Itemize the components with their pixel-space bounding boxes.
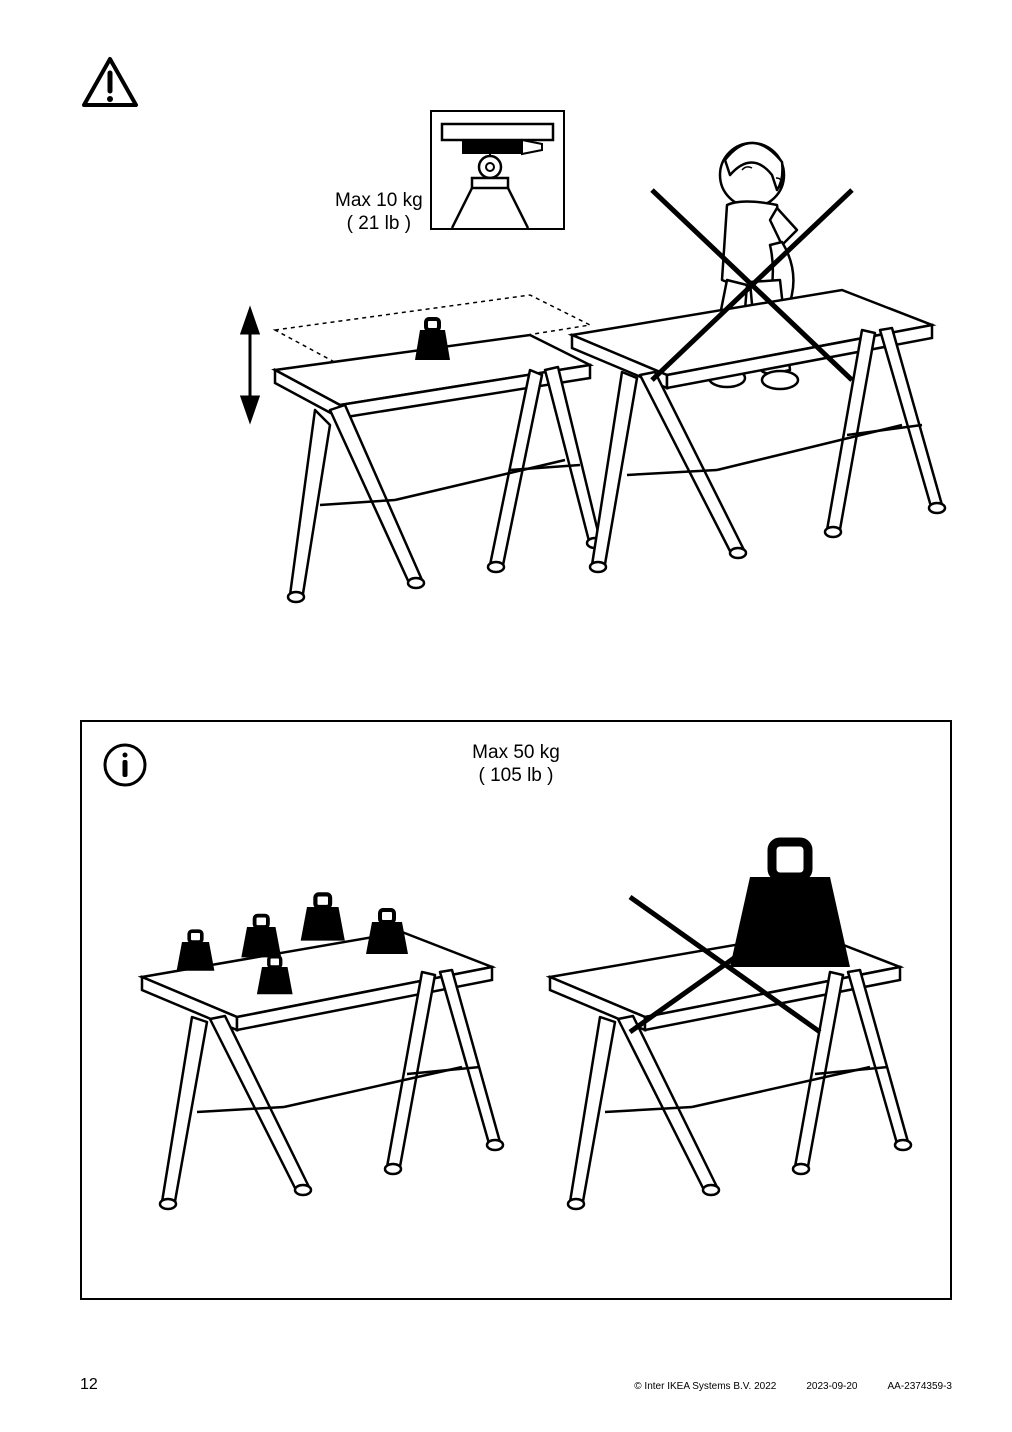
max-load-label: Max 50 kg ( 105 lb ) <box>82 742 950 788</box>
page-number: 12 <box>80 1376 98 1394</box>
max-load-lb: ( 105 lb ) <box>82 765 950 788</box>
page-footer: 12 © Inter IKEA Systems B.V. 2022 2023-0… <box>80 1376 952 1394</box>
max-tilt-weight-label: Max 10 kg ( 21 lb ) <box>335 190 423 236</box>
max-load-kg: Max 50 kg <box>82 742 950 765</box>
max-tilt-lb: ( 21 lb ) <box>335 213 423 236</box>
max-tilt-kg: Max 10 kg <box>335 190 423 213</box>
document-id: AA-2374359-3 <box>888 1381 953 1392</box>
warning-section: Max 10 kg ( 21 lb ) <box>80 110 952 630</box>
instruction-page: Max 10 kg ( 21 lb ) <box>0 0 1012 1432</box>
copyright-text: © Inter IKEA Systems B.V. 2022 <box>634 1381 776 1392</box>
warning-icon <box>80 55 140 110</box>
info-section: Max 50 kg ( 105 lb ) <box>80 720 952 1300</box>
point-load-diagram <box>520 822 920 1222</box>
no-sitting-diagram <box>532 120 952 590</box>
distributed-load-diagram <box>112 822 512 1222</box>
footer-date: 2023-09-20 <box>806 1381 857 1392</box>
